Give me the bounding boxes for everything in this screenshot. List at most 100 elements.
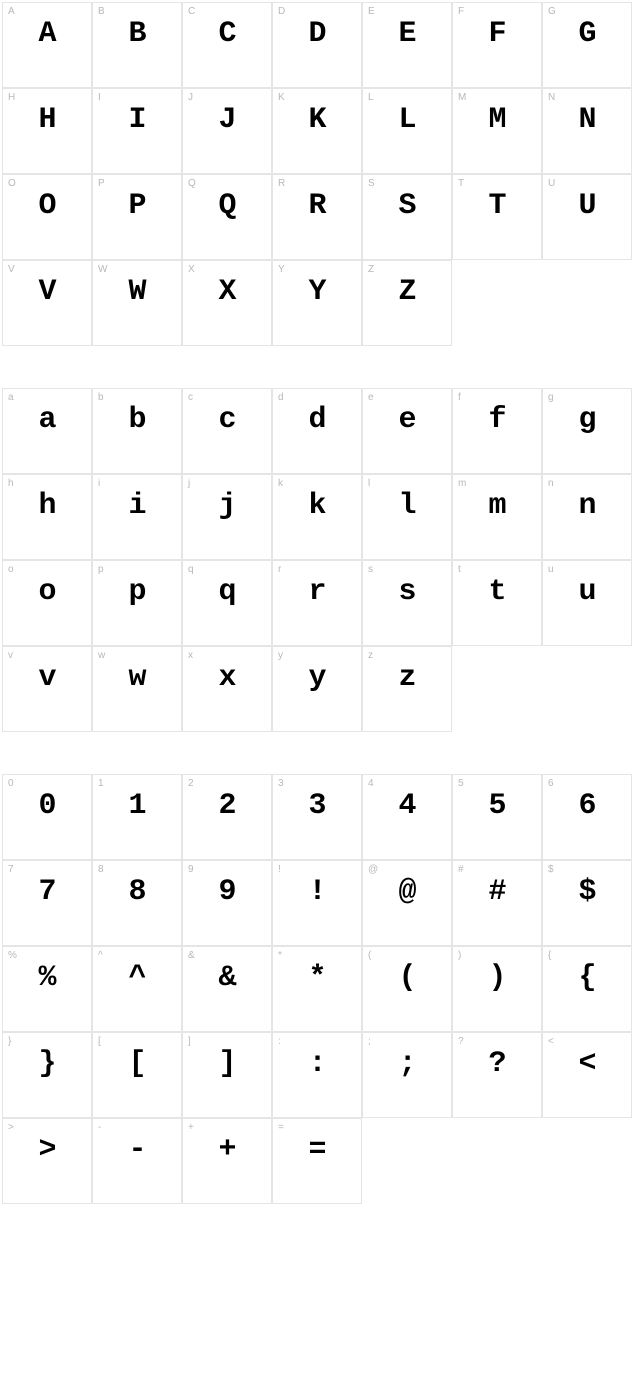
glyph-display: Z (363, 275, 451, 309)
glyph-label: j (188, 478, 190, 489)
glyph-label: 9 (188, 864, 194, 875)
glyph-cell: ww (92, 646, 182, 732)
glyph-display: q (183, 575, 271, 609)
glyph-display: A (3, 17, 91, 51)
glyph-label: I (98, 92, 101, 103)
glyph-display: C (183, 17, 271, 51)
glyph-label: t (458, 564, 461, 575)
glyph-display: k (273, 489, 361, 523)
glyph-display: : (273, 1047, 361, 1081)
glyph-cell: 55 (452, 774, 542, 860)
glyph-cell: PP (92, 174, 182, 260)
glyph-cell: rr (272, 560, 362, 646)
glyph-display: L (363, 103, 451, 137)
glyph-label: n (548, 478, 554, 489)
glyph-cell: ]] (182, 1032, 272, 1118)
glyph-label: k (278, 478, 283, 489)
glyph-cell: HH (2, 88, 92, 174)
glyph-display: g (543, 403, 631, 437)
glyph-label: h (8, 478, 14, 489)
glyph-label: ^ (98, 950, 103, 961)
glyph-label: q (188, 564, 194, 575)
glyph-label: u (548, 564, 554, 575)
glyph-label: ; (368, 1036, 371, 1047)
glyph-cell: 44 (362, 774, 452, 860)
glyph-label: d (278, 392, 284, 403)
glyph-label: 1 (98, 778, 104, 789)
glyph-cell: ff (452, 388, 542, 474)
glyph-label: v (8, 650, 13, 661)
glyph-display: Y (273, 275, 361, 309)
glyph-display: B (93, 17, 181, 51)
glyph-label: ) (458, 950, 461, 961)
glyph-display: z (363, 661, 451, 695)
glyph-cell: >> (2, 1118, 92, 1204)
glyph-cell: ;; (362, 1032, 452, 1118)
glyph-label: V (8, 264, 15, 275)
glyph-label: R (278, 178, 285, 189)
glyph-label: > (8, 1122, 14, 1133)
glyph-label: 7 (8, 864, 14, 875)
glyph-display: j (183, 489, 271, 523)
character-map-container: AABBCCDDEEFFGGHHIIJJKKLLMMNNOOPPQQRRSSTT… (2, 2, 638, 1204)
glyph-cell: KK (272, 88, 362, 174)
glyph-label: l (368, 478, 370, 489)
glyph-cell: UU (542, 174, 632, 260)
glyph-grid: aabbccddeeffgghhiijjkkllmmnnooppqqrrsstt… (2, 388, 632, 732)
glyph-display: - (93, 1133, 181, 1167)
glyph-display: % (3, 961, 91, 995)
glyph-label: X (188, 264, 195, 275)
glyph-display: o (3, 575, 91, 609)
glyph-display: c (183, 403, 271, 437)
glyph-label: O (8, 178, 16, 189)
glyph-label: ] (188, 1036, 191, 1047)
glyph-label: 3 (278, 778, 284, 789)
glyph-cell: nn (542, 474, 632, 560)
glyph-cell: JJ (182, 88, 272, 174)
glyph-cell: )) (452, 946, 542, 1032)
glyph-display: M (453, 103, 541, 137)
glyph-label: o (8, 564, 14, 575)
glyph-cell: ss (362, 560, 452, 646)
glyph-display: ! (273, 875, 361, 909)
glyph-cell: BB (92, 2, 182, 88)
glyph-label: g (548, 392, 554, 403)
glyph-display: T (453, 189, 541, 223)
glyph-display: 2 (183, 789, 271, 823)
glyph-label: G (548, 6, 556, 17)
glyph-display: u (543, 575, 631, 609)
glyph-cell: bb (92, 388, 182, 474)
glyph-display: + (183, 1133, 271, 1167)
glyph-label: 8 (98, 864, 104, 875)
glyph-cell: ** (272, 946, 362, 1032)
glyph-cell: GG (542, 2, 632, 88)
glyph-cell: tt (452, 560, 542, 646)
glyph-display: > (3, 1133, 91, 1167)
glyph-label: W (98, 264, 107, 275)
chart-section-2: 00112233445566778899!!@@##$$%%^^&&**(())… (2, 774, 638, 1204)
glyph-label: x (188, 650, 193, 661)
glyph-cell: XX (182, 260, 272, 346)
glyph-label: 0 (8, 778, 14, 789)
glyph-cell: dd (272, 388, 362, 474)
glyph-label: = (278, 1122, 284, 1133)
glyph-label: ! (278, 864, 281, 875)
glyph-display: = (273, 1133, 361, 1167)
glyph-cell: yy (272, 646, 362, 732)
glyph-label: H (8, 92, 15, 103)
glyph-cell: !! (272, 860, 362, 946)
glyph-display: N (543, 103, 631, 137)
glyph-display: W (93, 275, 181, 309)
glyph-label: - (98, 1122, 101, 1133)
glyph-cell: vv (2, 646, 92, 732)
glyph-label: ( (368, 950, 371, 961)
glyph-label: @ (368, 864, 378, 875)
glyph-label: c (188, 392, 193, 403)
glyph-cell: RR (272, 174, 362, 260)
glyph-display: * (273, 961, 361, 995)
glyph-display: 6 (543, 789, 631, 823)
glyph-cell: kk (272, 474, 362, 560)
glyph-label: Z (368, 264, 374, 275)
glyph-cell: II (92, 88, 182, 174)
glyph-cell: }} (2, 1032, 92, 1118)
